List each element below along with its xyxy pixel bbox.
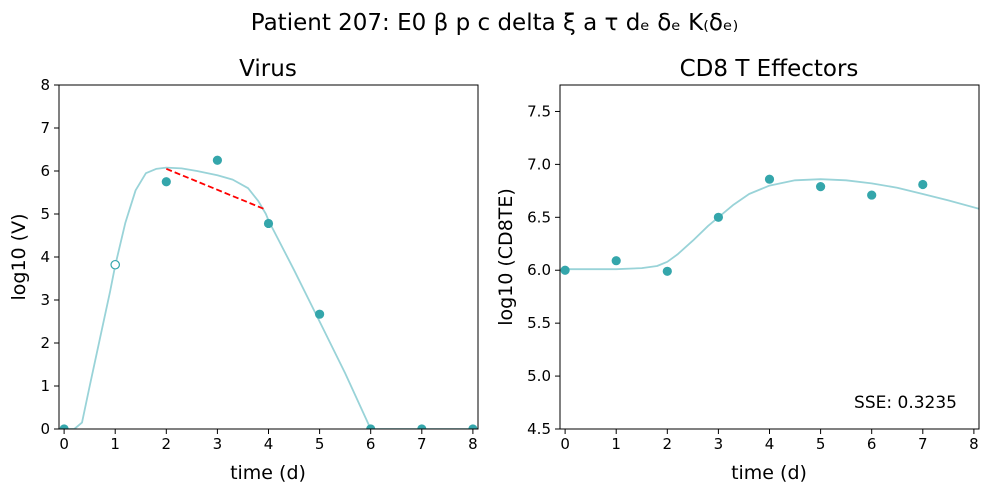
- cd8-y-tick-label: 4.5: [527, 420, 551, 438]
- cd8-data-point: [918, 179, 928, 190]
- sse-annotation: SSE: 0.3235: [854, 393, 957, 413]
- cd8-x-tick-label: 2: [663, 435, 673, 453]
- virus-data-point: [468, 424, 478, 429]
- cd8-x-tick-label: 5: [816, 435, 826, 453]
- virus-data-point: [417, 424, 427, 429]
- virus-x-tick-label: 2: [162, 435, 172, 453]
- virus-x-tick-label: 8: [468, 435, 478, 453]
- virus-axes-frame: [58, 84, 479, 430]
- virus-y-tick-label: 7: [40, 119, 50, 137]
- virus-y-tick-label: 4: [40, 248, 50, 266]
- virus-plot-area: [59, 155, 478, 429]
- virus-data-point: [212, 155, 223, 165]
- cd8-y-tick-label: 5.0: [527, 367, 551, 385]
- cd8-data-point: [815, 182, 826, 192]
- cd8-y-tick-label: 7.5: [527, 102, 551, 120]
- virus-panel-title: Virus: [239, 56, 297, 82]
- virus-data-point: [314, 309, 325, 319]
- virus-y-axis-label: log10 (V): [8, 213, 30, 300]
- virus-fit-curve: [64, 166, 478, 429]
- cd8-y-tick-label: 6.5: [527, 208, 551, 226]
- cd8-data-point: [662, 266, 672, 276]
- cd8-panel-title: CD8 T Effectors: [680, 56, 859, 82]
- cd8-panel: CD8 T Effectors 0 1 2 3 4 5 6 7 8 4.5 5.0 5.5 6.0 6.5…: [495, 56, 980, 484]
- virus-y-tick-label: 1: [40, 377, 50, 395]
- virus-data-point: [366, 424, 376, 429]
- virus-y-tick-label: 8: [40, 76, 50, 94]
- cd8-data-point: [713, 212, 724, 222]
- cd8-x-tick-label: 3: [714, 435, 724, 453]
- virus-y-tick-label: 6: [40, 162, 50, 180]
- virus-data-point: [161, 177, 171, 187]
- virus-x-axis-label: time (d): [230, 462, 306, 484]
- virus-x-tick-label: 6: [366, 435, 376, 453]
- cd8-ticks: 0 1 2 3 4 5 6 7 8 4.5 5.0 5.5 6.0 6.5 7.0 7.5: [527, 102, 979, 453]
- virus-x-tick-label: 1: [110, 435, 120, 453]
- cd8-fit-curve: [565, 178, 979, 271]
- virus-x-tick-label: 5: [315, 435, 325, 453]
- virus-y-tick-label: 0: [40, 420, 50, 438]
- virus-x-tick-label: 4: [264, 435, 274, 453]
- virus-ticks: 0 1 2 3 4 5 6 7 8 0 1 2 3 4 5 6 7 8: [40, 76, 477, 453]
- figure-title: Patient 207: E0 β p c delta ξ a τ dₑ δₑ …: [251, 10, 738, 36]
- cd8-y-tick-label: 5.5: [527, 314, 551, 332]
- cd8-x-axis-label: time (d): [731, 462, 807, 484]
- virus-x-tick-label: 3: [213, 435, 223, 453]
- virus-x-tick-label: 7: [417, 435, 427, 453]
- cd8-y-tick-label: 7.0: [527, 155, 551, 173]
- cd8-plot-area: [560, 174, 979, 276]
- cd8-data-point: [764, 174, 775, 184]
- virus-panel: Virus 0 1 2 3 4 5 6 7 8 0 1 2 3 4 5 6 7 8 time (d) log10 …: [8, 56, 479, 484]
- virus-excluded-point: [110, 259, 121, 270]
- cd8-y-axis-label: log10 (CD8TE): [495, 188, 517, 326]
- cd8-x-tick-label: 4: [765, 435, 775, 453]
- cd8-y-tick-label: 6.0: [527, 261, 551, 279]
- virus-x-tick-label: 0: [59, 435, 69, 453]
- cd8-x-tick-label: 7: [918, 435, 928, 453]
- cd8-axes-frame: [559, 84, 980, 430]
- cd8-data-point: [560, 265, 570, 275]
- cd8-data-point: [611, 256, 621, 266]
- virus-y-tick-label: 3: [40, 291, 50, 309]
- cd8-x-tick-label: 0: [560, 435, 570, 453]
- virus-data-point: [59, 424, 69, 429]
- cd8-x-tick-label: 6: [867, 435, 877, 453]
- virus-y-tick-label: 5: [40, 205, 50, 223]
- cd8-data-point: [867, 190, 877, 200]
- virus-data-point: [263, 218, 274, 229]
- virus-y-tick-label: 2: [40, 334, 50, 352]
- cd8-x-tick-label: 8: [969, 435, 979, 453]
- cd8-x-tick-label: 1: [611, 435, 621, 453]
